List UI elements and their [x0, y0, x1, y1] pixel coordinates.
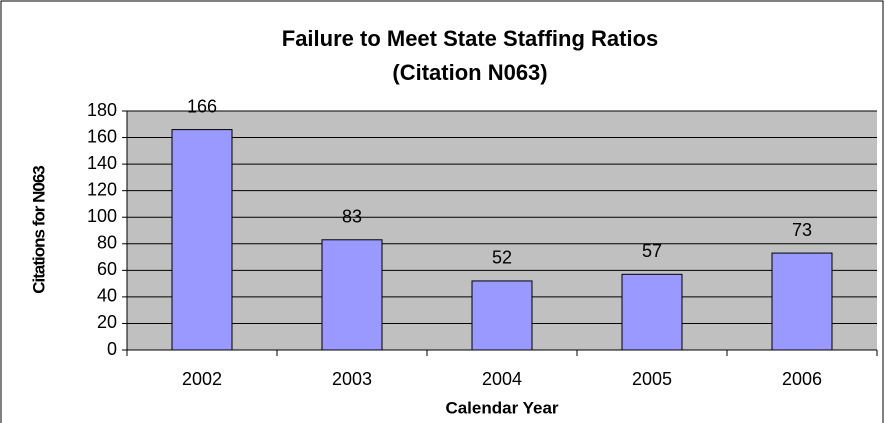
x-tick-label: 2004 [482, 369, 522, 389]
bar [771, 252, 833, 351]
y-tick-label: 20 [97, 312, 117, 332]
x-tick-label: 2006 [782, 369, 822, 389]
chart-title: Failure to Meet State Staffing Ratios [282, 26, 659, 51]
x-axis-title: Calendar Year [445, 398, 558, 417]
value-label: 52 [492, 248, 512, 268]
y-tick-label: 120 [87, 179, 117, 199]
bar [621, 273, 683, 351]
value-label: 73 [792, 220, 812, 240]
x-tick-label: 2005 [632, 369, 672, 389]
value-label: 57 [642, 241, 662, 261]
bar [321, 239, 383, 351]
chart-subtitle: (Citation N063) [392, 60, 547, 85]
y-tick-label: 140 [87, 153, 117, 173]
y-axis-title: Citations for N063 [29, 166, 48, 294]
y-tick-label: 0 [107, 339, 117, 359]
y-tick-label: 100 [87, 206, 117, 226]
bar [171, 129, 233, 351]
y-tick-label: 80 [97, 233, 117, 253]
x-tick-label: 2002 [182, 369, 222, 389]
value-label: 166 [187, 96, 217, 116]
y-tick-label: 40 [97, 286, 117, 306]
bar [471, 280, 533, 351]
y-tick-label: 180 [87, 100, 117, 120]
y-tick-label: 160 [87, 126, 117, 146]
y-tick-label: 60 [97, 259, 117, 279]
value-label: 83 [342, 207, 362, 227]
x-tick-label: 2003 [332, 369, 372, 389]
